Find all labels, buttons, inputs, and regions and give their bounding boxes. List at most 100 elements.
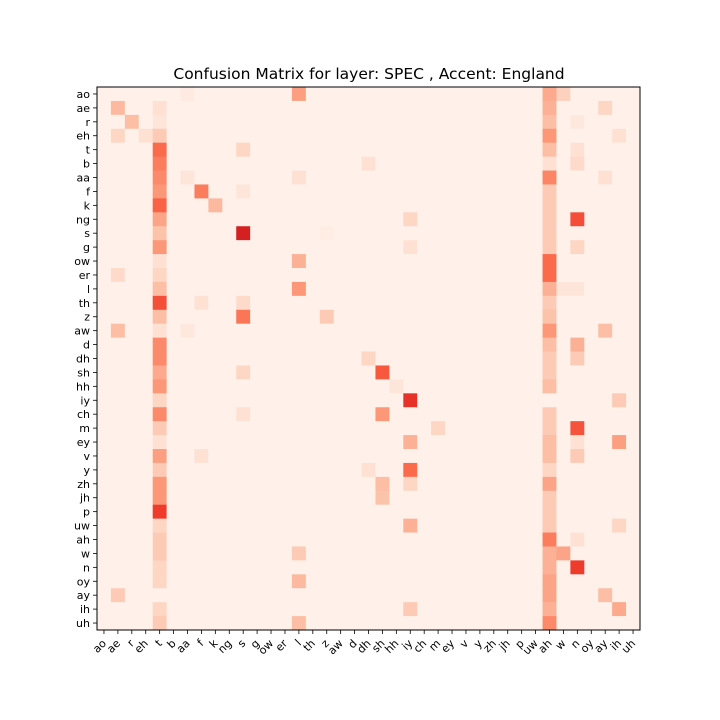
cell-aa-er xyxy=(278,170,293,185)
cell-z-ah xyxy=(542,309,557,325)
cell-zh-f xyxy=(194,476,209,492)
cell-p-r xyxy=(124,504,140,520)
cell-g-p xyxy=(514,240,530,255)
cell-ch-iy xyxy=(403,407,418,422)
cell-r-k xyxy=(208,114,223,130)
cell-uh-eh xyxy=(138,616,154,631)
cell-n-ay xyxy=(598,560,613,575)
cell-n-uh xyxy=(626,560,641,575)
cell-th-ay xyxy=(598,295,613,311)
cell-y-th xyxy=(305,462,321,478)
cell-g-k xyxy=(208,240,223,255)
cell-uw-eh xyxy=(138,518,154,533)
cell-l-ow xyxy=(264,281,279,297)
cell-g-iy xyxy=(403,240,418,255)
cell-ay-f xyxy=(194,588,209,603)
cell-ch-sh xyxy=(375,407,390,422)
cell-f-dh xyxy=(361,184,376,199)
cell-ay-b xyxy=(166,588,181,603)
cell-ey-p xyxy=(514,435,530,450)
y-tick-label: ah xyxy=(76,534,90,547)
cell-iy-uw xyxy=(528,393,543,408)
cell-dh-ah xyxy=(542,351,557,366)
cell-g-g xyxy=(250,240,265,255)
cell-th-uw xyxy=(528,295,543,311)
cell-f-jh xyxy=(500,184,516,199)
cell-ng-hh xyxy=(389,212,404,227)
cell-ch-jh xyxy=(500,407,516,422)
cell-p-t xyxy=(152,504,168,520)
cell-ah-n xyxy=(570,532,585,547)
cell-eh-g xyxy=(250,128,265,144)
cell-sh-aa xyxy=(180,365,195,380)
cell-uw-s xyxy=(236,518,251,533)
cell-oy-er xyxy=(278,574,293,589)
cell-w-z xyxy=(319,546,335,561)
cell-m-f xyxy=(194,421,209,436)
cell-ay-z xyxy=(319,588,335,603)
cell-aw-zh xyxy=(486,323,502,339)
cell-n-p xyxy=(514,560,530,575)
cell-hh-f xyxy=(194,379,209,394)
cell-ah-f xyxy=(194,532,209,547)
cell-aa-ih xyxy=(612,170,627,185)
cell-zh-er xyxy=(278,476,293,492)
cell-aa-hh xyxy=(389,170,404,185)
cell-ow-uw xyxy=(528,254,543,269)
cell-uh-ae xyxy=(110,616,126,631)
cell-ao-y xyxy=(472,87,488,102)
cell-m-d xyxy=(347,421,362,436)
cell-b-y xyxy=(472,156,488,171)
cell-ae-ey xyxy=(445,100,460,116)
cell-s-aw xyxy=(333,226,349,241)
cell-uh-ah xyxy=(542,616,557,631)
cell-dh-z xyxy=(319,351,335,366)
cell-iy-ow xyxy=(264,393,279,408)
cell-w-iy xyxy=(403,546,418,561)
cell-ey-ey xyxy=(445,435,460,450)
cell-b-sh xyxy=(375,156,390,171)
cell-z-g xyxy=(250,309,265,325)
cell-ay-y xyxy=(472,588,488,603)
cell-m-r xyxy=(124,421,140,436)
cell-aw-jh xyxy=(500,323,516,339)
cell-ah-ah xyxy=(542,532,557,547)
cell-b-t xyxy=(152,156,168,171)
cell-dh-eh xyxy=(138,351,154,366)
cell-t-n xyxy=(570,142,585,158)
cell-v-uh xyxy=(626,449,641,464)
cell-ao-k xyxy=(208,87,223,102)
cell-uw-b xyxy=(166,518,181,533)
cell-s-s xyxy=(236,226,251,241)
cell-uh-dh xyxy=(361,616,376,631)
cell-ay-zh xyxy=(486,588,502,603)
cell-f-l xyxy=(291,184,307,199)
cell-z-aa xyxy=(180,309,195,325)
cell-ih-jh xyxy=(500,602,516,617)
cell-er-k xyxy=(208,268,223,283)
cell-k-iy xyxy=(403,198,418,213)
cell-th-ng xyxy=(222,295,237,311)
cell-n-th xyxy=(305,560,321,575)
cell-v-aw xyxy=(333,449,349,464)
y-tick-label: ow xyxy=(74,255,90,268)
cell-ae-eh xyxy=(138,100,154,116)
cell-ey-ah xyxy=(542,435,557,450)
cell-t-eh xyxy=(138,142,154,158)
cell-oy-uw xyxy=(528,574,543,589)
cell-t-dh xyxy=(361,142,376,158)
cell-p-ae xyxy=(110,504,126,520)
cell-er-jh xyxy=(500,268,516,283)
cell-uh-d xyxy=(347,616,362,631)
cell-aw-ao xyxy=(97,323,112,339)
cell-iy-ng xyxy=(222,393,237,408)
cell-aw-p xyxy=(514,323,530,339)
cell-l-ih xyxy=(612,281,627,297)
cell-ch-b xyxy=(166,407,181,422)
cell-ah-k xyxy=(208,532,223,547)
cell-w-hh xyxy=(389,546,404,561)
cell-ch-th xyxy=(305,407,321,422)
cell-th-iy xyxy=(403,295,418,311)
cell-sh-dh xyxy=(361,365,376,380)
cell-s-ng xyxy=(222,226,237,241)
